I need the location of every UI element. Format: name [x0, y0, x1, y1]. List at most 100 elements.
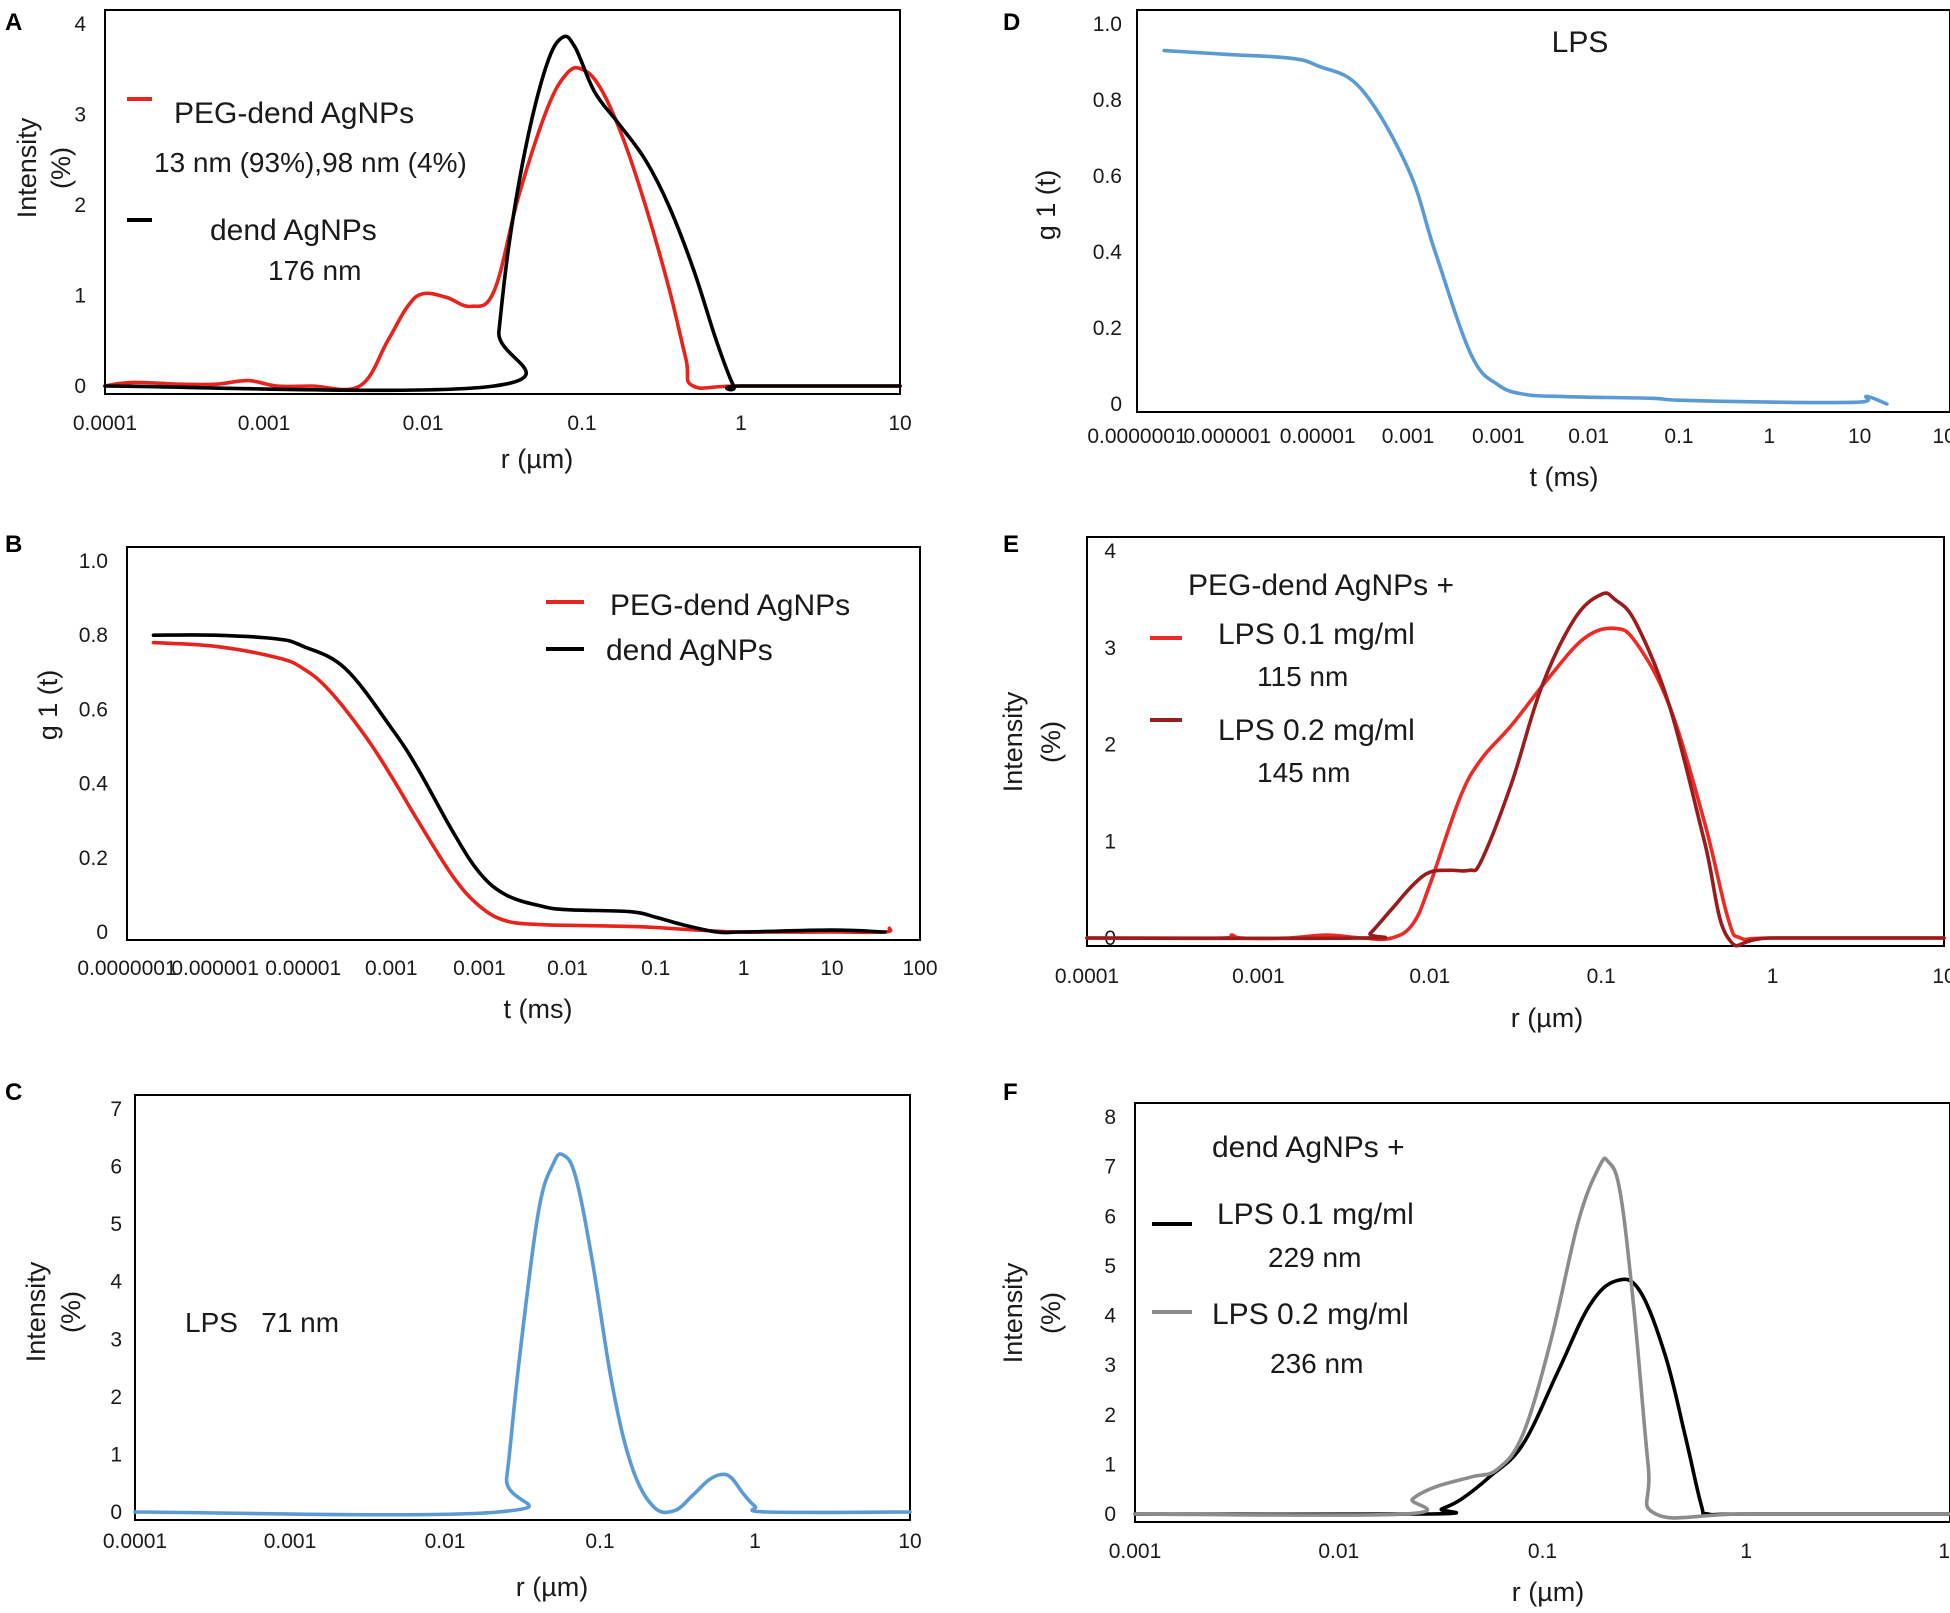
y-tick-label: 0.4 — [79, 773, 109, 796]
series-line-1 — [1133, 1277, 1950, 1517]
legend-item-1: LPS 0.1 mg/ml 115 nm — [1150, 618, 1415, 692]
legend-item-1: PEG-dend AgNPs — [546, 589, 850, 622]
y-axis-label: Intensity — [998, 691, 1028, 792]
y-tick-label: 0 — [1110, 393, 1122, 416]
plot-frame — [1136, 9, 1950, 413]
x-axis-label: r (µm) — [501, 444, 574, 474]
y-tick-label: 2 — [110, 1386, 122, 1409]
panel-c: C 0.0001 0.001 0.01 0.1 1 10 0 1 2 3 4 5 6 7 r (µm) Inte… — [5, 1079, 922, 1602]
y-tick-label: 3 — [74, 104, 86, 127]
x-tick-label: 0.0000001 — [77, 957, 176, 980]
y-tick-label: 8 — [1104, 1106, 1116, 1129]
y-tick-label: 1.0 — [1093, 13, 1122, 36]
x-tick-label: 10 — [1938, 1540, 1950, 1563]
x-tick-label: 10 — [1932, 965, 1950, 988]
series-line-2 — [1133, 1156, 1950, 1520]
x-tick-label: 0.1 — [1664, 425, 1693, 448]
plot-frame — [134, 1094, 911, 1521]
x-tick-label: 0.01 — [1409, 965, 1450, 988]
x-tick-label: 0.0001 — [103, 1530, 167, 1553]
x-tick-label: 10 — [898, 1530, 921, 1553]
panel-label: C — [5, 1079, 22, 1106]
series-line-1 — [133, 1152, 912, 1517]
series-line-2 — [1085, 591, 1946, 948]
x-tick-label: 0.1 — [1528, 1540, 1557, 1563]
y-tick-label: 2 — [1104, 1404, 1116, 1427]
legend-title: dend AgNPs + — [1212, 1131, 1405, 1164]
legend-sublabel: 236 nm — [1270, 1348, 1363, 1379]
x-tick-label: 0.000001 — [171, 957, 259, 980]
x-tick-label: 0.0000001 — [1087, 425, 1186, 448]
x-tick-label: 0.01 — [425, 1530, 466, 1553]
legend-label: PEG-dend AgNPs — [174, 97, 414, 130]
y-tick-label: 0.4 — [1093, 241, 1123, 264]
x-tick-label: 1 — [1767, 965, 1779, 988]
legend-sublabel: 13 nm (93%),98 nm (4%) — [154, 147, 467, 178]
y-axis-label: Intensity — [12, 117, 42, 218]
y-tick-label: 7 — [110, 1098, 122, 1121]
y-tick-label: 0.2 — [1093, 317, 1122, 340]
x-tick-label: 10 — [820, 957, 843, 980]
panel-label: E — [1003, 531, 1019, 558]
y-tick-label: 4 — [74, 13, 86, 36]
y-tick-label: 0.8 — [1093, 89, 1122, 112]
y-axis-label: g 1 (t) — [33, 670, 63, 741]
y-tick-label: 1 — [110, 1443, 122, 1466]
y-tick-label: 7 — [1104, 1156, 1116, 1179]
legend-label: dend AgNPs — [606, 634, 773, 667]
x-tick-label: 0.1 — [585, 1530, 614, 1553]
x-tick-label: 0.0001 — [1055, 965, 1119, 988]
y-tick-label: 3 — [1104, 1354, 1116, 1377]
plot-frame — [126, 546, 921, 941]
chart-title: LPS — [1552, 26, 1609, 59]
legend-item-1: LPS 0.1 mg/ml 229 nm — [1152, 1198, 1414, 1273]
y-tick-label: 0.2 — [79, 847, 108, 870]
panel-f: F 0.001 0.01 0.1 1 10 0 1 2 3 4 5 6 7 8 r (µm) Intensity… — [998, 1079, 1950, 1607]
x-tick-label: 0.001 — [453, 957, 506, 980]
x-tick-label: 0.00001 — [265, 957, 341, 980]
legend-item-1: PEG-dend AgNPs 13 nm (93%),98 nm (4%) — [127, 97, 467, 178]
x-tick-label: 0.000001 — [1184, 425, 1272, 448]
y-tick-label: 0 — [1104, 1503, 1116, 1526]
x-tick-label: 0.1 — [567, 412, 596, 435]
x-tick-label: 0.001 — [1382, 425, 1435, 448]
y-tick-label: 6 — [110, 1156, 122, 1179]
y-tick-label: 1.0 — [79, 550, 108, 573]
panel-a: A 0.0001 0.001 0.01 0.1 1 10 0 1 2 3 4 r (µm) Intensi… — [5, 9, 912, 474]
legend-item-2: LPS 0.2 mg/ml 145 nm — [1150, 714, 1415, 788]
series-line-1 — [103, 65, 902, 392]
x-tick-label: 0.01 — [1568, 425, 1609, 448]
x-tick-label: 1 — [749, 1530, 761, 1553]
series-line-2 — [151, 633, 887, 935]
series-line-2 — [103, 34, 902, 393]
legend-label: LPS 0.1 mg/ml — [1217, 1198, 1414, 1231]
panel-label: D — [1003, 9, 1020, 36]
x-tick-label: 1 — [1763, 425, 1775, 448]
x-axis-label: r (µm) — [1512, 1577, 1585, 1607]
panel-label: B — [5, 531, 22, 558]
legend-label: PEG-dend AgNPs — [610, 589, 850, 622]
y-tick-label: 4 — [1104, 1305, 1116, 1328]
series-line-1 — [151, 640, 893, 935]
series-line-1 — [1162, 48, 1889, 406]
legend-sublabel: 229 nm — [1268, 1242, 1361, 1273]
legend-label: LPS 0.1 mg/ml — [1218, 618, 1415, 651]
x-tick-label: 100 — [902, 957, 937, 980]
y-axis-unit: (%) — [46, 147, 76, 189]
x-tick-label: 0.0001 — [73, 412, 137, 435]
x-tick-label: 0.01 — [1318, 1540, 1359, 1563]
x-tick-label: 0.01 — [547, 957, 588, 980]
legend-label: LPS 0.2 mg/ml — [1218, 714, 1415, 747]
y-axis-label: Intensity — [998, 1262, 1028, 1363]
y-axis-unit: (%) — [1036, 1292, 1066, 1334]
x-tick-label: 0.01 — [403, 412, 444, 435]
plot-frame — [1134, 1102, 1950, 1523]
y-tick-label: 1 — [74, 285, 86, 308]
legend-sublabel: 176 nm — [268, 255, 361, 286]
x-axis-label: r (µm) — [516, 1572, 589, 1602]
legend-title: PEG-dend AgNPs + — [1188, 569, 1454, 602]
